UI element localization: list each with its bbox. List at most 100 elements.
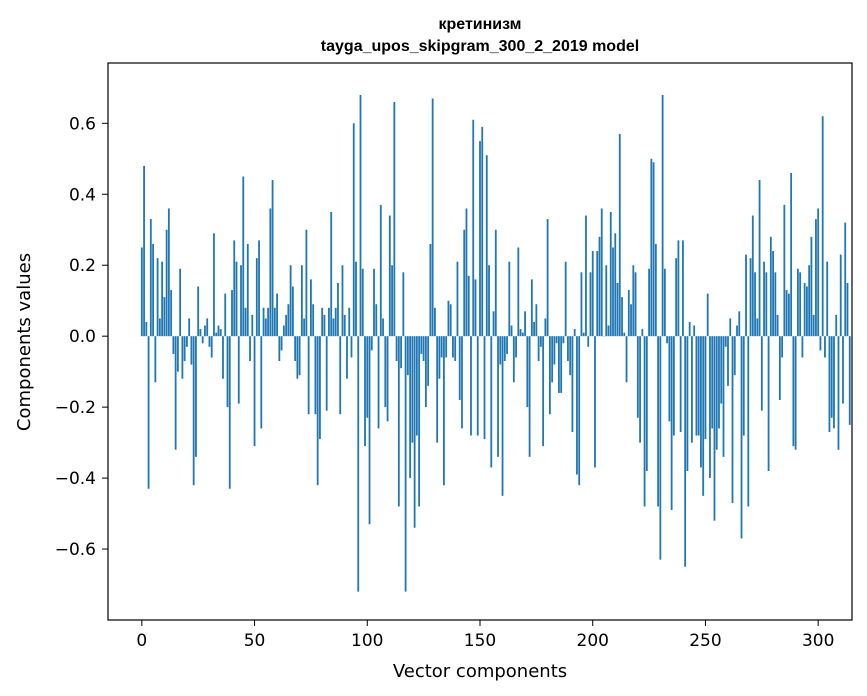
bar	[494, 229, 497, 337]
y-tick-label: −0.4	[55, 469, 96, 489]
bar	[222, 336, 224, 379]
bar	[686, 336, 689, 471]
bar	[846, 282, 849, 337]
bar	[167, 208, 170, 337]
bar	[672, 336, 675, 436]
bar	[424, 336, 427, 408]
bar	[181, 336, 184, 379]
bar	[490, 336, 493, 468]
bar	[240, 265, 242, 337]
bar	[497, 336, 499, 457]
bar	[781, 336, 784, 358]
bar	[190, 336, 193, 365]
bar	[485, 155, 488, 337]
bar	[684, 336, 687, 567]
bar	[413, 336, 416, 528]
bar	[598, 236, 601, 337]
bar	[652, 162, 655, 337]
bar	[346, 336, 348, 379]
bar	[510, 325, 513, 337]
bar	[251, 314, 254, 337]
bar	[208, 336, 211, 347]
bar	[237, 336, 240, 404]
x-tick-label: 150	[464, 631, 496, 651]
y-tick-label: 0.4	[69, 185, 96, 205]
bar	[641, 329, 644, 337]
bar	[767, 336, 770, 471]
bar	[217, 325, 220, 337]
bar	[492, 311, 495, 337]
bar	[420, 336, 423, 354]
bar	[199, 329, 202, 337]
bar	[224, 293, 227, 337]
bar	[695, 336, 698, 436]
bar	[733, 336, 736, 376]
bar	[359, 94, 362, 337]
bar	[388, 215, 391, 337]
bar	[470, 336, 472, 436]
bar	[476, 336, 479, 436]
bar	[670, 336, 673, 511]
bar	[731, 336, 734, 503]
bar	[524, 311, 526, 337]
bar	[558, 336, 560, 393]
bar	[571, 336, 574, 432]
x-axis-ticks: 0 50 100 150 200 250 300	[136, 620, 834, 651]
bar	[756, 318, 759, 337]
y-tick-label: 0.0	[69, 327, 96, 347]
bar	[600, 208, 603, 337]
bar	[594, 336, 596, 468]
bar	[431, 98, 434, 337]
bar	[176, 336, 179, 372]
bar	[578, 336, 581, 486]
bar	[192, 336, 195, 486]
bar	[794, 336, 797, 450]
bar	[415, 336, 418, 436]
bar	[249, 336, 251, 362]
bar	[562, 336, 565, 344]
bar	[386, 336, 389, 422]
bar	[783, 204, 786, 337]
bar	[533, 321, 536, 337]
bar	[357, 336, 360, 592]
bar	[411, 336, 414, 443]
bar	[373, 268, 375, 337]
bars-group	[140, 94, 851, 592]
bar	[341, 265, 344, 337]
bar	[429, 243, 432, 337]
bar	[790, 172, 793, 337]
bar	[303, 318, 306, 337]
bar	[147, 336, 150, 489]
bar	[632, 265, 635, 337]
bar	[639, 336, 641, 443]
bar	[467, 275, 470, 337]
bar	[521, 332, 524, 337]
bar	[395, 336, 398, 362]
bar	[799, 272, 802, 337]
bar	[706, 293, 709, 337]
bar	[806, 286, 808, 337]
bar	[310, 279, 312, 337]
bar	[409, 336, 412, 479]
bar	[576, 336, 578, 475]
bar	[269, 208, 272, 337]
bar	[553, 336, 556, 365]
bar	[226, 336, 229, 408]
bar	[657, 336, 660, 507]
bar	[161, 261, 164, 337]
y-tick-label: 0.6	[69, 114, 96, 134]
bar	[291, 286, 294, 337]
bar	[400, 336, 402, 369]
bar	[370, 336, 373, 351]
bar	[591, 251, 594, 337]
bar	[264, 318, 267, 337]
bar	[634, 272, 637, 337]
bar	[530, 279, 533, 337]
bar	[810, 236, 813, 337]
bar	[589, 272, 592, 337]
bar	[287, 304, 290, 337]
bar	[718, 336, 720, 429]
bar	[663, 268, 666, 337]
bar	[195, 336, 197, 457]
y-tick-label: −0.2	[55, 398, 96, 418]
